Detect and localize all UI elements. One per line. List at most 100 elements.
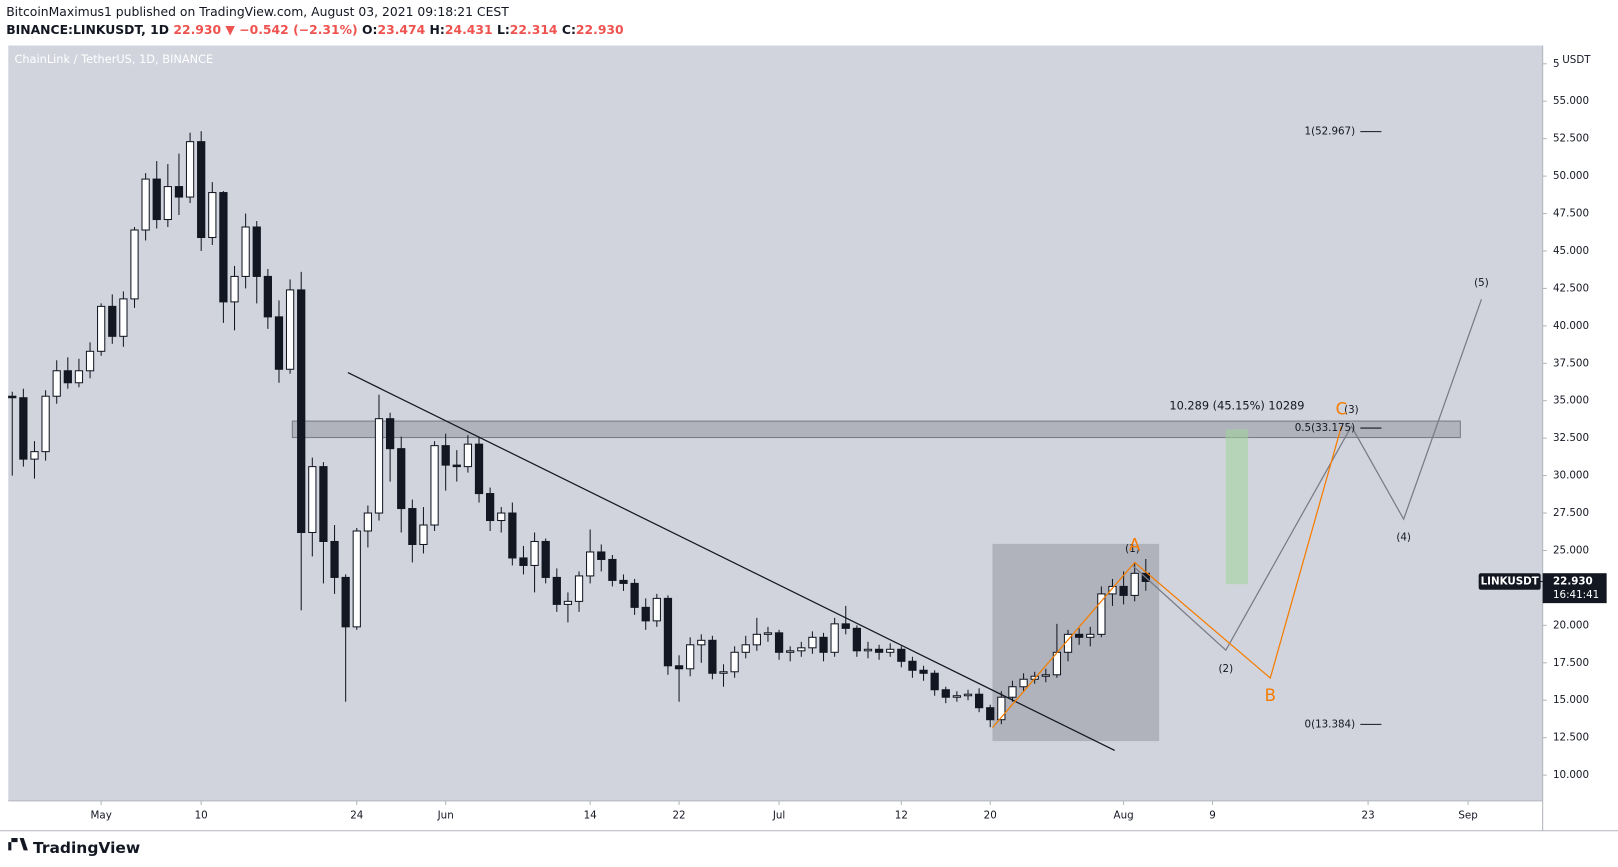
y-tick-label: 35.000	[1553, 395, 1589, 407]
candle-body	[230, 275, 239, 303]
countdown-text: 16:41:41	[1553, 589, 1599, 601]
candle-body	[1008, 686, 1017, 698]
wave-label: (2)	[1219, 663, 1234, 675]
candle-body	[1041, 674, 1050, 677]
y-tick-label: 17.500	[1553, 657, 1589, 669]
y-unit: USDT	[1562, 54, 1591, 66]
candle-body	[63, 370, 72, 384]
candle-body	[819, 636, 828, 653]
candle-body	[674, 665, 684, 670]
logo-icon	[8, 838, 28, 851]
y-tick-label: 45.000	[1553, 245, 1589, 257]
candle-body	[641, 606, 650, 622]
wave-label: C	[1336, 399, 1348, 418]
y-tick-label: 15.000	[1553, 694, 1589, 706]
candle-body	[41, 395, 50, 453]
symbol-tag-text: LINKUSDT	[1481, 575, 1539, 587]
y-tick-label: 30.000	[1553, 470, 1589, 482]
candle-body	[574, 575, 584, 602]
candle-body	[130, 229, 139, 300]
candle-body	[708, 639, 717, 674]
x-tick-label: 20	[984, 809, 997, 821]
x-tick-label: 9	[1209, 809, 1216, 821]
ohlc-label: H:	[430, 23, 445, 37]
candle-body	[463, 443, 473, 468]
y-tick-label: 52.500	[1553, 133, 1589, 145]
x-tick-label: Sep	[1458, 809, 1477, 821]
candle-body	[486, 493, 495, 522]
candle-body	[185, 141, 195, 198]
candle-body	[497, 512, 506, 522]
y-tick-label: 37.500	[1553, 357, 1589, 369]
candle-body	[352, 530, 361, 628]
zone-box	[1225, 429, 1249, 585]
x-tick-label: 23	[1362, 809, 1375, 821]
candle-body	[1097, 593, 1106, 635]
candle-body	[886, 648, 895, 653]
candle-body	[219, 192, 228, 303]
candle-body	[330, 540, 339, 578]
candle-body	[1108, 585, 1117, 595]
candle-body	[119, 298, 128, 337]
candle-body	[974, 693, 984, 709]
candle-body	[163, 186, 172, 221]
x-tick-label: 22	[673, 809, 686, 821]
wave-label: B	[1265, 686, 1276, 705]
candle-body	[808, 636, 817, 649]
box-label: 10.289 (45.15%) 10289	[1169, 399, 1304, 413]
candle-body	[297, 289, 306, 534]
wave-label: (5)	[1474, 277, 1489, 289]
candle-body	[530, 540, 539, 566]
candle-body	[341, 576, 350, 628]
candle-body	[1019, 678, 1028, 688]
x-tick-label: May	[91, 809, 112, 821]
candle-body	[986, 707, 995, 721]
ohlc-label: O:	[362, 23, 377, 37]
candle-body	[552, 576, 561, 605]
candle-body	[19, 397, 28, 460]
price-tag	[1542, 573, 1607, 604]
candle-body	[752, 633, 761, 646]
y-tick-label: 27.500	[1553, 507, 1589, 519]
candle-body	[85, 350, 95, 372]
y-tick-label: 40.000	[1553, 320, 1589, 332]
wave-label: A	[1129, 535, 1141, 554]
candle-body	[1130, 572, 1139, 596]
y-tick-label: 50.000	[1553, 170, 1589, 182]
symbol-tag	[1478, 573, 1541, 590]
y-tick-label: 10.000	[1553, 769, 1589, 781]
candle-body	[930, 672, 939, 691]
x-tick-label: Aug	[1114, 809, 1134, 821]
wave-label: (3)	[1344, 404, 1359, 416]
candle-body	[652, 597, 661, 622]
candle-body	[474, 443, 484, 495]
candle-body	[630, 582, 639, 608]
header-line2: BINANCE:LINKUSDT, 1D 22.930 ▼ −0.542 (−2…	[6, 23, 624, 37]
candle-body	[663, 597, 673, 667]
x-tick-label: 12	[895, 809, 908, 821]
candle-body	[952, 695, 962, 698]
candle-body	[374, 418, 384, 514]
wave-label: (1)	[1125, 543, 1140, 555]
candle-body	[208, 192, 217, 239]
y-tick-label: 12.500	[1553, 732, 1589, 744]
candle-body	[541, 540, 550, 578]
symbol: BINANCE:LINKUSDT, 1D	[6, 23, 169, 37]
zone-box	[291, 420, 1461, 439]
candle-body	[719, 671, 728, 674]
candle-body	[419, 524, 428, 545]
candle-body	[786, 650, 795, 653]
candle-body	[452, 464, 461, 468]
fib-label: 0(13.384)	[1305, 718, 1356, 730]
candle-body	[441, 445, 450, 466]
x-tick-label: Jun	[437, 809, 454, 821]
candle-body	[363, 512, 373, 532]
candle-body	[385, 418, 395, 450]
y-tick-label: 20.000	[1553, 619, 1589, 631]
candle-body	[263, 275, 272, 318]
plot-layer: 10.289 (45.15%) 10289 (1) (2) (3) (4) (5) A B C 1…	[8, 126, 1489, 751]
candle-body	[741, 644, 750, 653]
trendline	[347, 372, 1115, 751]
candle-body	[1075, 633, 1084, 638]
x-tick-label: 14	[584, 809, 597, 821]
